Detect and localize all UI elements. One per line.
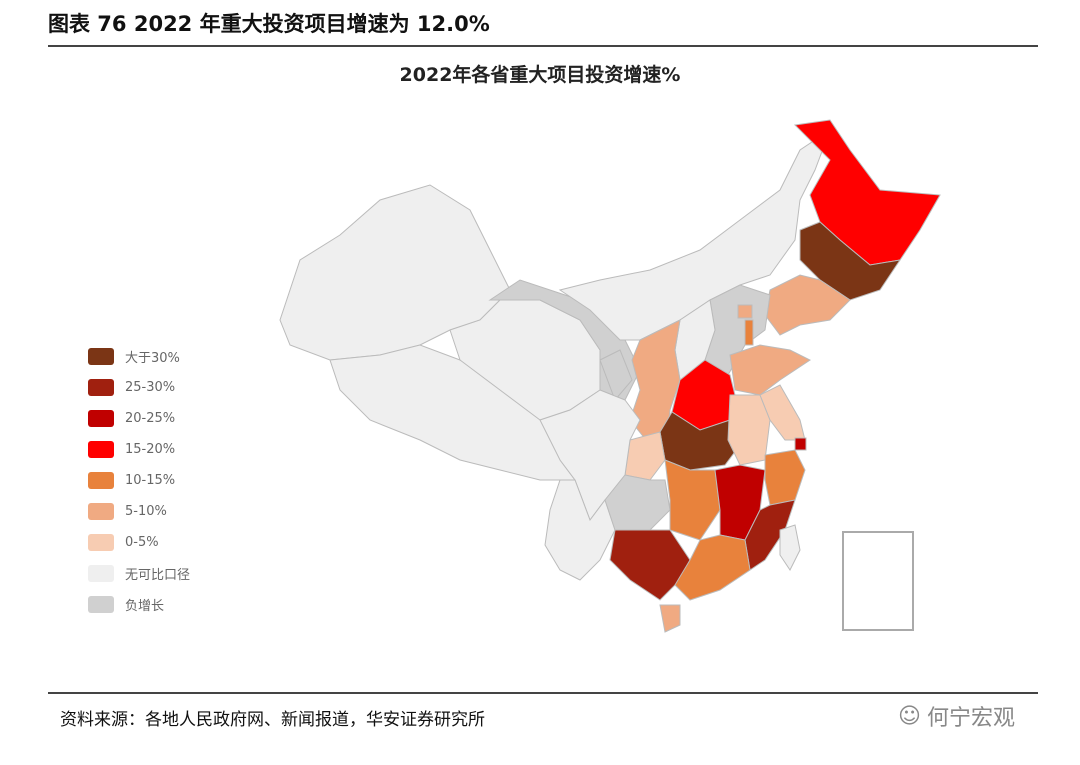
- legend-label: 20-25%: [125, 411, 176, 426]
- legend-item: 0-5%: [88, 527, 190, 558]
- province-shanghai: [794, 437, 807, 451]
- watermark: ☺ 何宁宏观: [898, 700, 1015, 732]
- watermark-text: 何宁宏观: [926, 706, 1015, 731]
- legend-item: 20-25%: [88, 403, 190, 434]
- source-note: 资料来源：各地人民政府网、新闻报道，华安证券研究所: [60, 710, 485, 730]
- province-zhejiang: [764, 449, 806, 506]
- map-title: 2022年各省重大项目投资增速%: [399, 64, 681, 86]
- legend-swatch: [88, 534, 114, 551]
- province-hunan: [664, 459, 721, 541]
- legend-label: 大于30%: [125, 351, 180, 366]
- bottom-divider: [48, 692, 1038, 694]
- legend-item: 15-20%: [88, 434, 190, 465]
- figure-title: 图表 76 2022 年重大投资项目增速为 12.0%: [48, 12, 490, 36]
- legend-swatch: [88, 565, 114, 582]
- province-taiwan: [779, 524, 801, 571]
- legend-label: 25-30%: [125, 380, 176, 395]
- legend-swatch: [88, 410, 114, 427]
- wechat-icon: ☺: [898, 703, 921, 729]
- legend-swatch: [88, 379, 114, 396]
- legend-label: 10-15%: [125, 473, 176, 488]
- legend-item: 25-30%: [88, 372, 190, 403]
- province-chongqing: [624, 431, 666, 481]
- province-jilin: [799, 221, 902, 301]
- province-ningxia: [599, 349, 633, 401]
- province-guangdong: [674, 534, 751, 601]
- province-hainan: [659, 604, 681, 633]
- legend-swatch: [88, 348, 114, 365]
- province-beijing: [737, 304, 753, 319]
- legend-label: 负增长: [125, 599, 165, 614]
- legend-swatch: [88, 441, 114, 458]
- province-fujian: [744, 499, 796, 571]
- legend-item: 5-10%: [88, 496, 190, 527]
- legend-item: 负增长: [88, 589, 190, 620]
- legend-label: 15-20%: [125, 442, 176, 457]
- legend-label: 无可比口径: [125, 568, 191, 583]
- top-divider: [48, 45, 1038, 47]
- province-liaoning: [764, 274, 851, 336]
- province-shandong: [729, 344, 811, 396]
- province-gansu: [488, 279, 641, 401]
- legend-swatch: [88, 503, 114, 520]
- province-tianjin: [744, 319, 754, 346]
- south-china-sea-inset: [842, 531, 914, 631]
- legend-label: 5-10%: [125, 504, 167, 519]
- legend-label: 0-5%: [125, 535, 159, 550]
- legend-swatch: [88, 472, 114, 489]
- legend-item: 10-15%: [88, 465, 190, 496]
- legend-item: 大于30%: [88, 341, 190, 372]
- province-guangxi: [609, 529, 691, 601]
- province-yunnan: [544, 479, 616, 581]
- legend-item: 无可比口径: [88, 558, 190, 589]
- map-legend: 大于30% 25-30% 20-25% 15-20% 10-15% 5-10% 0-5% 无可…: [88, 341, 190, 620]
- legend-swatch: [88, 596, 114, 613]
